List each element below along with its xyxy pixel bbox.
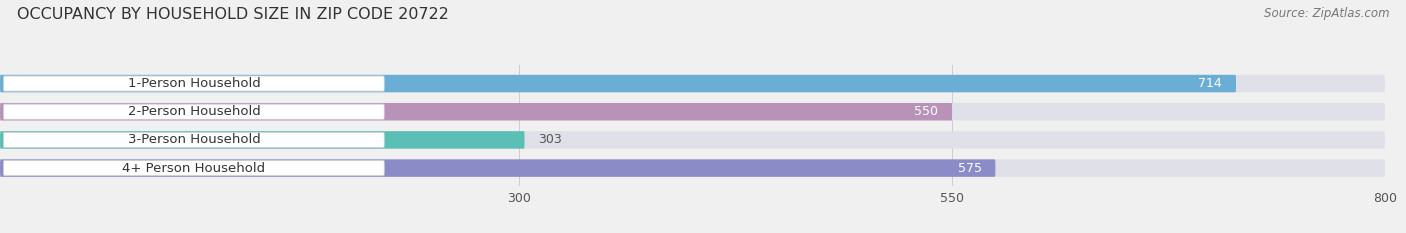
- Text: Source: ZipAtlas.com: Source: ZipAtlas.com: [1264, 7, 1389, 20]
- FancyBboxPatch shape: [0, 131, 1385, 149]
- FancyBboxPatch shape: [0, 103, 952, 120]
- Text: OCCUPANCY BY HOUSEHOLD SIZE IN ZIP CODE 20722: OCCUPANCY BY HOUSEHOLD SIZE IN ZIP CODE …: [17, 7, 449, 22]
- FancyBboxPatch shape: [3, 76, 384, 91]
- FancyBboxPatch shape: [0, 75, 1385, 92]
- FancyBboxPatch shape: [0, 75, 1236, 92]
- Text: 575: 575: [957, 161, 981, 175]
- FancyBboxPatch shape: [0, 159, 1385, 177]
- FancyBboxPatch shape: [3, 104, 384, 119]
- FancyBboxPatch shape: [0, 131, 524, 149]
- FancyBboxPatch shape: [3, 132, 384, 147]
- Text: 303: 303: [538, 134, 562, 146]
- Text: 550: 550: [914, 105, 938, 118]
- Text: 2-Person Household: 2-Person Household: [128, 105, 260, 118]
- Text: 3-Person Household: 3-Person Household: [128, 134, 260, 146]
- Text: 4+ Person Household: 4+ Person Household: [122, 161, 266, 175]
- FancyBboxPatch shape: [0, 103, 1385, 120]
- Text: 714: 714: [1198, 77, 1222, 90]
- Text: 1-Person Household: 1-Person Household: [128, 77, 260, 90]
- FancyBboxPatch shape: [3, 161, 384, 176]
- FancyBboxPatch shape: [0, 159, 995, 177]
